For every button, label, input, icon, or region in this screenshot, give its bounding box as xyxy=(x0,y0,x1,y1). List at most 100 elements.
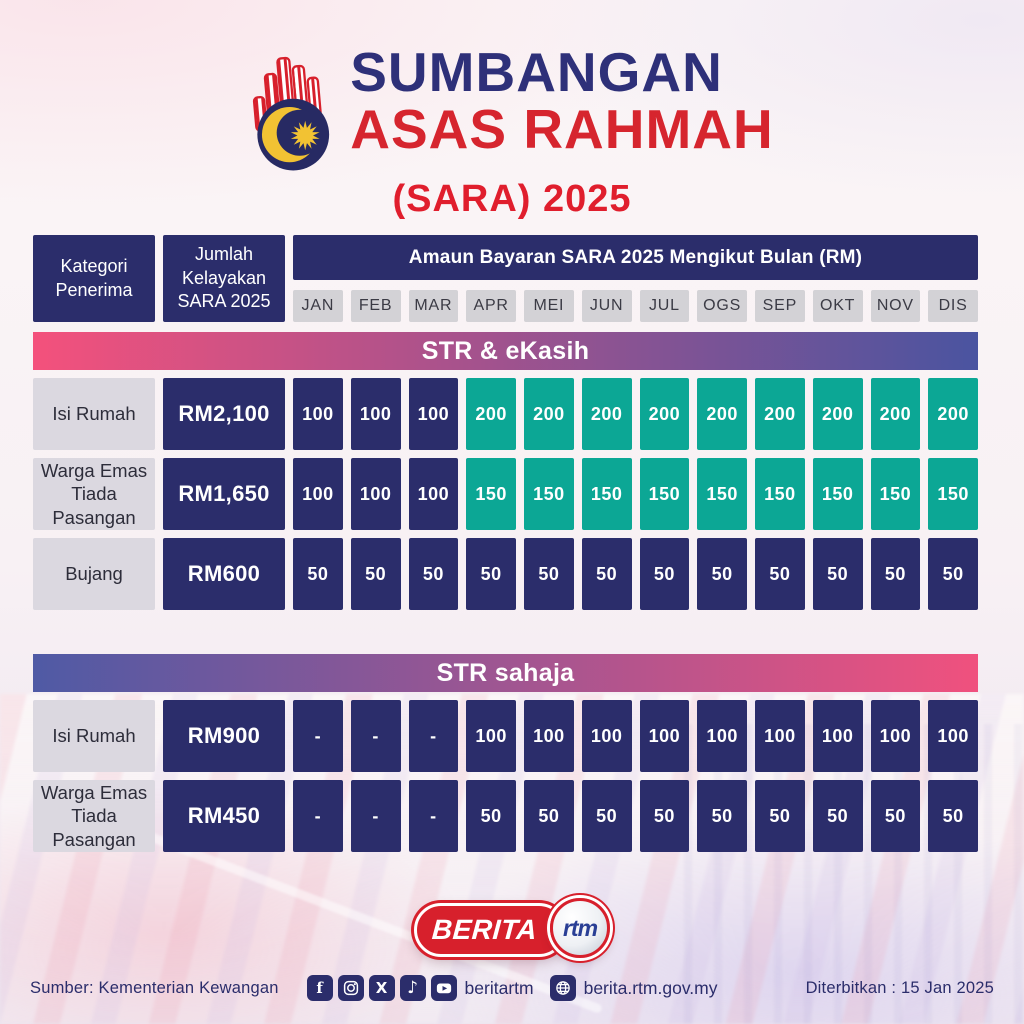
payment-value-cell: 50 xyxy=(870,780,921,852)
payment-value-cell: 150 xyxy=(755,458,805,530)
payment-value-cell: 100 xyxy=(466,700,516,772)
title-line-2: ASAS RAHMAH xyxy=(350,98,774,161)
tiktok-icon: ♪ xyxy=(399,975,426,1001)
payment-value-cell: - xyxy=(350,700,401,772)
youtube-icon xyxy=(430,975,457,1001)
eligibility-amount-cell: RM2,100 xyxy=(163,378,285,450)
payment-value-cell: 150 xyxy=(524,458,574,530)
payment-value-cell: 200 xyxy=(928,378,978,450)
payment-value-cell: 200 xyxy=(870,378,921,450)
section: STR & eKasih Isi Rumah RM2,100 100 100 100 200… xyxy=(33,332,978,610)
header-amaun-bayaran: Amaun Bayaran SARA 2025 Mengikut Bulan (… xyxy=(293,235,978,280)
category-cell: Bujang xyxy=(33,538,155,610)
table-row: Warga Emas Tiada Pasangan RM450- - -50 50 50 5… xyxy=(33,780,978,852)
category-cell: Warga Emas Tiada Pasangan xyxy=(33,458,155,530)
month-header-mei: MEI xyxy=(524,290,574,322)
payment-value-cell: - xyxy=(408,780,459,852)
payment-value-cell: 50 xyxy=(870,538,921,610)
payment-value-cell: 100 xyxy=(755,700,805,772)
category-cell: Warga Emas Tiada Pasangan xyxy=(33,780,155,852)
payment-value-cell: 100 xyxy=(408,378,459,450)
payment-value-cell: 50 xyxy=(293,538,343,610)
eligibility-amount-cell: RM1,650 xyxy=(163,458,285,530)
title-line-1: SUMBANGAN xyxy=(350,41,723,103)
month-header-ogs: OGS xyxy=(697,290,747,322)
payment-value-cell: 100 xyxy=(697,700,747,772)
payment-value-cell: 150 xyxy=(697,458,747,530)
payment-value-cell: - xyxy=(350,780,401,852)
facebook-icon: f xyxy=(306,975,333,1001)
month-header-sep: SEP xyxy=(755,290,805,322)
payment-value-cell: 50 xyxy=(755,780,805,852)
payment-value-cell: 150 xyxy=(466,458,516,530)
payment-value-cell: 50 xyxy=(928,780,978,852)
payment-value-cell: 50 xyxy=(697,780,747,852)
eligibility-amount-cell: RM900 xyxy=(163,700,285,772)
payment-value-cell: 50 xyxy=(639,538,690,610)
payment-value-cell: 100 xyxy=(928,700,978,772)
payment-value-cell: 50 xyxy=(466,780,516,852)
payment-value-cell: - xyxy=(293,700,343,772)
payment-value-cell: 50 xyxy=(697,538,747,610)
table-sections: STR & eKasih Isi Rumah RM2,100 100 100 100 200… xyxy=(33,332,978,852)
payment-value-cell: 100 xyxy=(293,378,343,450)
payment-value-cell: 200 xyxy=(812,378,863,450)
payment-value-cell: 50 xyxy=(408,538,459,610)
eligibility-amount-cell: RM600 xyxy=(163,538,285,610)
payment-value-cell: 50 xyxy=(639,780,690,852)
payment-value-cell: 150 xyxy=(812,458,863,530)
payment-value-cell: 50 xyxy=(812,538,863,610)
payment-value-cell: 200 xyxy=(524,378,574,450)
payment-value-cell: 50 xyxy=(928,538,978,610)
payment-value-cell: 200 xyxy=(697,378,747,450)
payment-value-cell: 200 xyxy=(466,378,516,450)
berita-rtm-logo: BERITA rtm xyxy=(414,898,610,962)
fourteen-point-star-icon xyxy=(291,120,320,151)
payment-value-cell: 50 xyxy=(581,538,632,610)
sara-hand-flag-logo-icon xyxy=(253,56,330,171)
header-jumlah-kelayakan: Jumlah Kelayakan SARA 2025 xyxy=(163,235,285,322)
header-kategori-penerima: Kategori Penerima xyxy=(33,235,155,322)
payment-value-cell: 200 xyxy=(639,378,690,450)
header: SUMBANGAN ASAS RAHMAH (SARA) 2025 xyxy=(0,0,1024,221)
globe-icon xyxy=(549,975,576,1001)
payment-value-cell: 150 xyxy=(639,458,690,530)
instagram-icon xyxy=(337,975,364,1001)
social-icons: f X ♪ xyxy=(306,975,457,1001)
payment-value-cell: 100 xyxy=(350,378,401,450)
payment-value-cell: 50 xyxy=(812,780,863,852)
sara-payment-table: Kategori Penerima Jumlah Kelayakan SARA … xyxy=(33,235,978,852)
title-line-3: (SARA) 2025 xyxy=(392,178,632,220)
berita-wordmark: BERITA xyxy=(414,903,566,957)
table-row: Isi Rumah RM900- - -100 100 100 100 100 100 100 10… xyxy=(33,700,978,772)
payment-value-cell: 100 xyxy=(524,700,574,772)
month-header-nov: NOV xyxy=(870,290,921,322)
month-header-dis: DIS xyxy=(928,290,978,322)
month-header-mar: MAR xyxy=(408,290,459,322)
payment-value-cell: 50 xyxy=(350,538,401,610)
payment-value-cell: 200 xyxy=(581,378,632,450)
payment-value-cell: 100 xyxy=(639,700,690,772)
month-header-apr: APR xyxy=(466,290,516,322)
source-text: Sumber: Kementerian Kewangan xyxy=(30,978,279,997)
section-banner: STR sahaja xyxy=(33,654,978,692)
payment-value-cell: 150 xyxy=(870,458,921,530)
payment-value-cell: - xyxy=(408,700,459,772)
berita-text: BERITA xyxy=(430,914,539,945)
title-block: SUMBANGAN ASAS RAHMAH xyxy=(0,36,1024,176)
month-header-feb: FEB xyxy=(350,290,401,322)
payment-value-cell: 50 xyxy=(524,780,574,852)
payment-value-cell: 100 xyxy=(293,458,343,530)
payment-value-cell: 100 xyxy=(350,458,401,530)
category-cell: Isi Rumah xyxy=(33,378,155,450)
payment-value-cell: - xyxy=(293,780,343,852)
payment-value-cell: 50 xyxy=(524,538,574,610)
month-header-jan: JAN xyxy=(293,290,343,322)
footer: Sumber: Kementerian Kewangan f X ♪ beritar… xyxy=(0,966,1024,1010)
category-cell: Isi Rumah xyxy=(33,700,155,772)
payment-value-cell: 100 xyxy=(870,700,921,772)
payment-value-cell: 150 xyxy=(928,458,978,530)
table-header: Kategori Penerima Jumlah Kelayakan SARA … xyxy=(33,235,978,322)
rtm-text: rtm xyxy=(562,914,598,941)
